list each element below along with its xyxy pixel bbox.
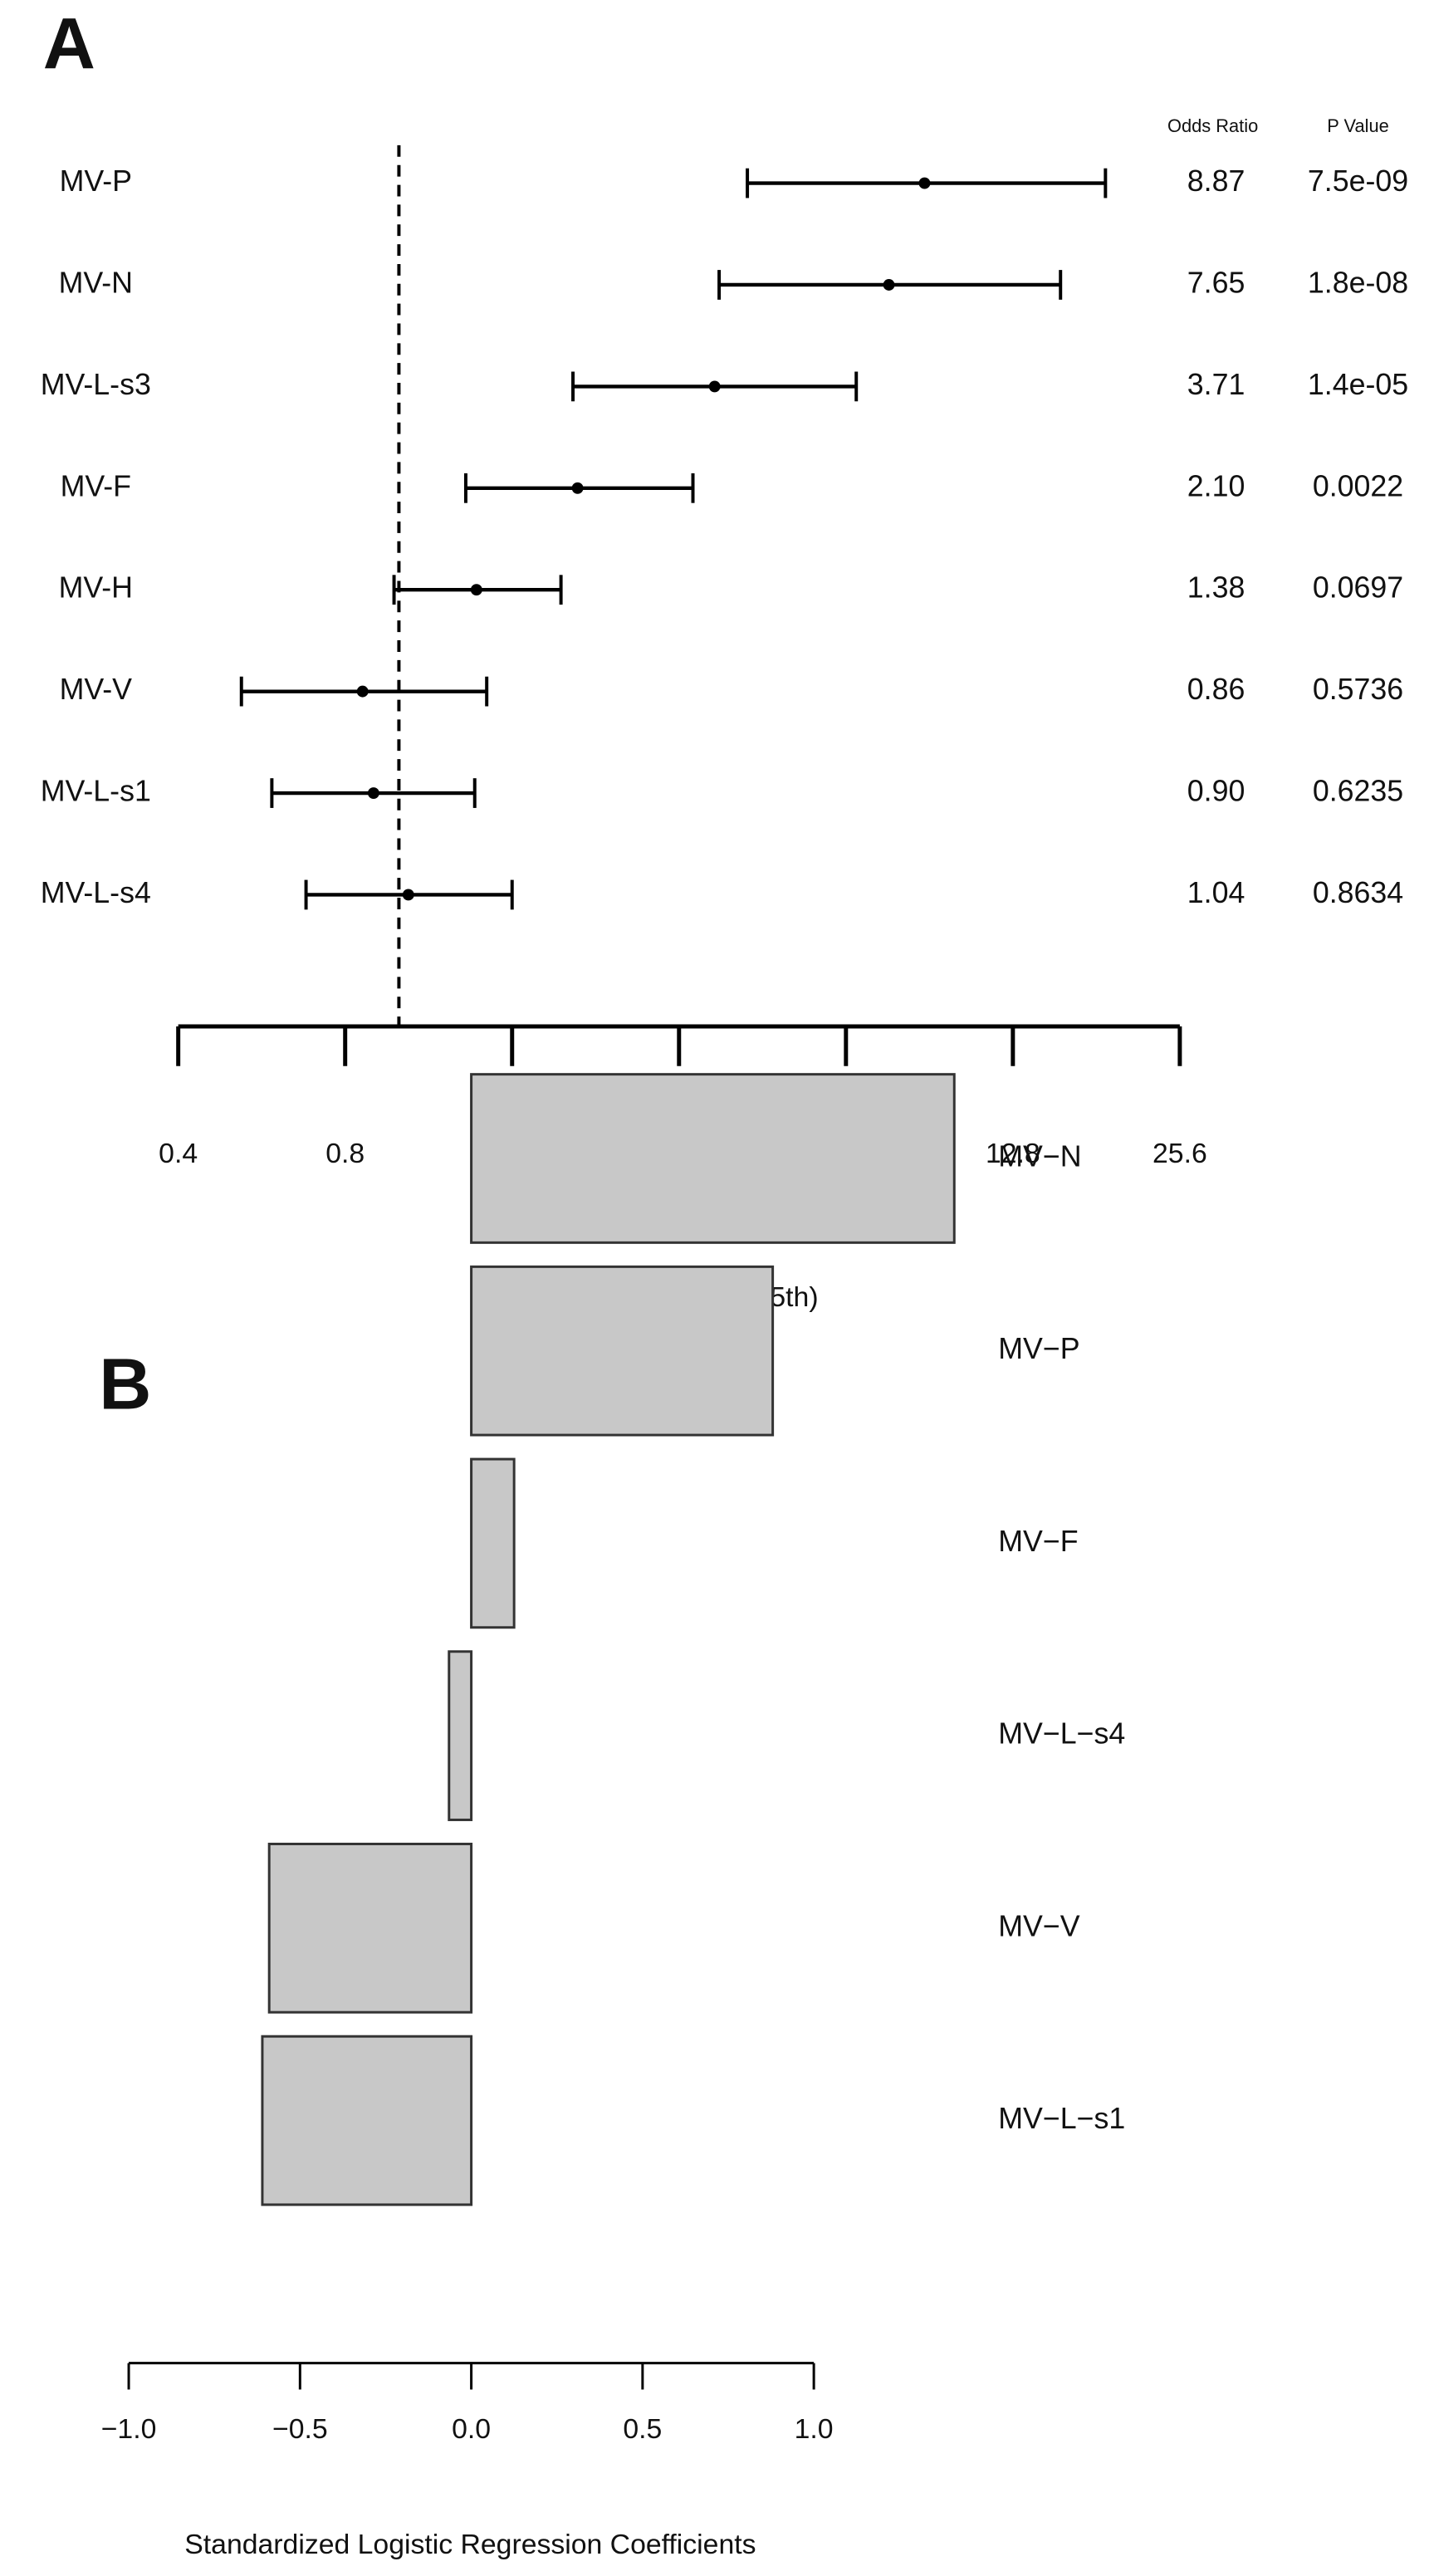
bar bbox=[267, 1842, 473, 2014]
point bbox=[356, 685, 369, 698]
value-label: 0.86 bbox=[1187, 673, 1245, 706]
p-value-label: 1.8e-08 bbox=[1308, 266, 1408, 299]
value-label: 7.65 bbox=[1187, 266, 1245, 299]
x-axis-label: Standardized Logistic Regression Coeffic… bbox=[184, 2529, 756, 2560]
point bbox=[402, 889, 414, 901]
panel-title: B bbox=[99, 1343, 151, 1424]
category-label: MV-N bbox=[59, 266, 133, 299]
p-value-label: 0.0022 bbox=[1313, 469, 1403, 502]
column-header: P Value bbox=[1327, 115, 1389, 136]
p-value-label: 0.8634 bbox=[1313, 876, 1403, 909]
value-label: 1.04 bbox=[1187, 876, 1245, 909]
value-label: 2.10 bbox=[1187, 469, 1245, 502]
category-label: MV-P bbox=[60, 164, 132, 198]
category-label: MV-L-s1 bbox=[41, 774, 151, 807]
point bbox=[571, 482, 584, 494]
value-label: 8.87 bbox=[1187, 164, 1245, 198]
bar bbox=[470, 1073, 956, 1244]
bar bbox=[470, 1265, 775, 1437]
category-label: MV−V bbox=[998, 1909, 1080, 1942]
bar bbox=[470, 1457, 516, 1629]
category-label: MV-F bbox=[61, 469, 131, 502]
value-label: 1.38 bbox=[1187, 571, 1245, 605]
category-label: MV-V bbox=[60, 673, 133, 706]
p-value-label: 0.0697 bbox=[1313, 571, 1403, 605]
point bbox=[883, 279, 895, 291]
point bbox=[367, 787, 379, 799]
x-tick-label: 12.8 bbox=[986, 1138, 1040, 1169]
point bbox=[470, 584, 482, 596]
x-tick-label: 1.0 bbox=[795, 2413, 834, 2445]
x-tick-label: 0.5 bbox=[623, 2413, 662, 2445]
x-tick-label: 0.8 bbox=[325, 1138, 365, 1169]
x-tick-label: −0.5 bbox=[272, 2413, 328, 2445]
category-label: MV-H bbox=[59, 571, 133, 605]
x-tick-label: 0.0 bbox=[452, 2413, 491, 2445]
p-value-label: 7.5e-09 bbox=[1308, 164, 1408, 198]
p-value-label: 0.5736 bbox=[1313, 673, 1403, 706]
p-value-label: 1.4e-05 bbox=[1308, 368, 1408, 401]
panel-title: A bbox=[43, 3, 95, 85]
category-label: MV-L-s3 bbox=[41, 368, 151, 401]
category-label: MV−N bbox=[998, 1139, 1081, 1173]
x-tick-label: −1.0 bbox=[101, 2413, 157, 2445]
category-label: MV−L−s1 bbox=[998, 2102, 1125, 2135]
x-tick-label: 0.4 bbox=[159, 1138, 198, 1169]
value-label: 3.71 bbox=[1187, 368, 1245, 401]
x-tick-label: 25.6 bbox=[1152, 1138, 1207, 1169]
column-header: Odds Ratio bbox=[1167, 115, 1258, 136]
category-label: MV−P bbox=[998, 1332, 1079, 1365]
point bbox=[918, 177, 931, 189]
category-label: MV−L−s4 bbox=[998, 1717, 1125, 1751]
bar bbox=[448, 1650, 473, 1821]
value-label: 0.90 bbox=[1187, 774, 1245, 807]
category-label: MV−F bbox=[998, 1525, 1078, 1558]
bar bbox=[261, 2035, 473, 2206]
p-value-label: 0.6235 bbox=[1313, 774, 1403, 807]
point bbox=[708, 380, 721, 393]
category-label: MV-L-s4 bbox=[41, 876, 151, 909]
